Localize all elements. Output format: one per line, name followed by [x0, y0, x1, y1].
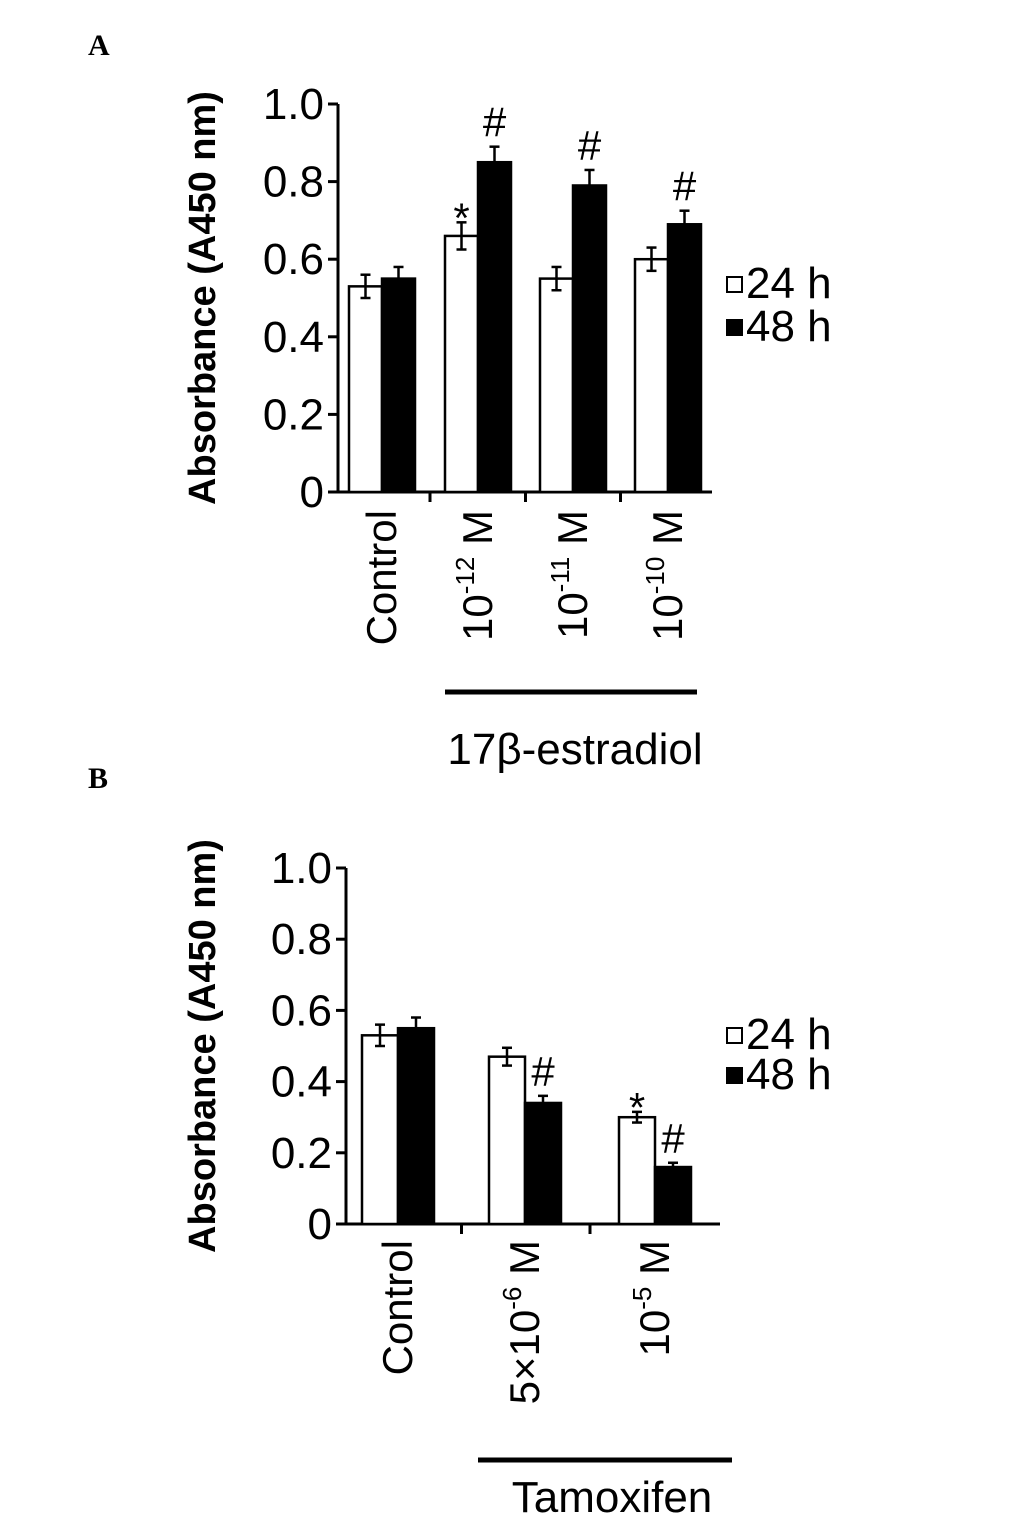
significance-asterisk: *	[453, 194, 469, 241]
y-tick-label: 0.8	[263, 158, 324, 207]
y-tick-label: 0.4	[271, 1058, 332, 1107]
bar-24h-1	[487, 1055, 527, 1226]
category-label: 10-11 M	[545, 510, 596, 639]
panel-b-chart: B 0 0.2 0.4 0.6 0.8 1.0 Absorbance (A450 nm) * # #…	[88, 762, 832, 1521]
y-tick-label: 0	[300, 468, 324, 517]
legend-swatch	[726, 319, 743, 336]
bar-48h-1	[523, 1101, 563, 1226]
bar-48h-2	[571, 184, 608, 494]
legend-label: 24 h	[746, 259, 832, 308]
bar-48h-2	[653, 1165, 693, 1226]
bar-48h-0	[396, 1026, 436, 1226]
legend-swatch	[726, 1067, 743, 1084]
bar-48h-3	[666, 223, 703, 494]
y-tick-label: 0.2	[271, 1129, 332, 1178]
significance-hash: #	[531, 1048, 555, 1095]
legend-swatch	[726, 276, 743, 293]
bar-24h-2	[538, 277, 575, 494]
significance-hash: #	[673, 163, 697, 210]
group-label: 17β-estradiol	[447, 725, 702, 774]
group-label: Tamoxifen	[512, 1473, 713, 1521]
category-label: 10-5 M	[627, 1240, 678, 1357]
y-tick-label: 0.8	[271, 915, 332, 964]
bar-24h-3	[633, 257, 670, 494]
significance-hash: #	[578, 122, 602, 169]
category-label: 5×10-6 M	[497, 1240, 548, 1404]
y-tick-label: 0.2	[263, 390, 324, 439]
significance-hash: #	[483, 99, 507, 146]
y-tick-label: 0.6	[263, 235, 324, 284]
y-axis-label: Absorbance (A450 nm)	[182, 91, 224, 505]
panel-label: A	[88, 29, 110, 62]
bar-48h-1	[476, 160, 513, 494]
legend-label: 48 h	[746, 1050, 832, 1099]
bar-24h-0	[347, 285, 384, 494]
y-tick-label: 0.4	[263, 313, 324, 362]
significance-asterisk: *	[629, 1084, 645, 1131]
legend-swatch	[726, 1027, 743, 1044]
bar-24h-2	[617, 1115, 657, 1226]
category-label: 10-12 M	[450, 510, 501, 641]
panel-a-chart: A 0 0.2 0.4 0.6 0.8 1.0 Absorbance (A450 nm) * # #…	[88, 29, 832, 774]
legend-label: 48 h	[746, 302, 832, 351]
bar-24h-1	[443, 234, 480, 494]
y-tick-label: 1.0	[271, 844, 332, 893]
bar-24h-0	[360, 1034, 400, 1226]
y-tick-label: 0.6	[271, 986, 332, 1035]
y-axis-label: Absorbance (A450 nm)	[182, 839, 224, 1253]
category-label: 10-10 M	[640, 510, 691, 641]
y-tick-label: 0	[308, 1200, 332, 1249]
significance-hash: #	[661, 1115, 685, 1162]
panel-label: B	[88, 762, 108, 795]
bar-48h-0	[380, 277, 417, 494]
category-label: Control	[374, 1240, 421, 1375]
legend-label: 24 h	[746, 1010, 832, 1059]
category-label: Control	[358, 510, 405, 645]
y-tick-label: 1.0	[263, 80, 324, 129]
